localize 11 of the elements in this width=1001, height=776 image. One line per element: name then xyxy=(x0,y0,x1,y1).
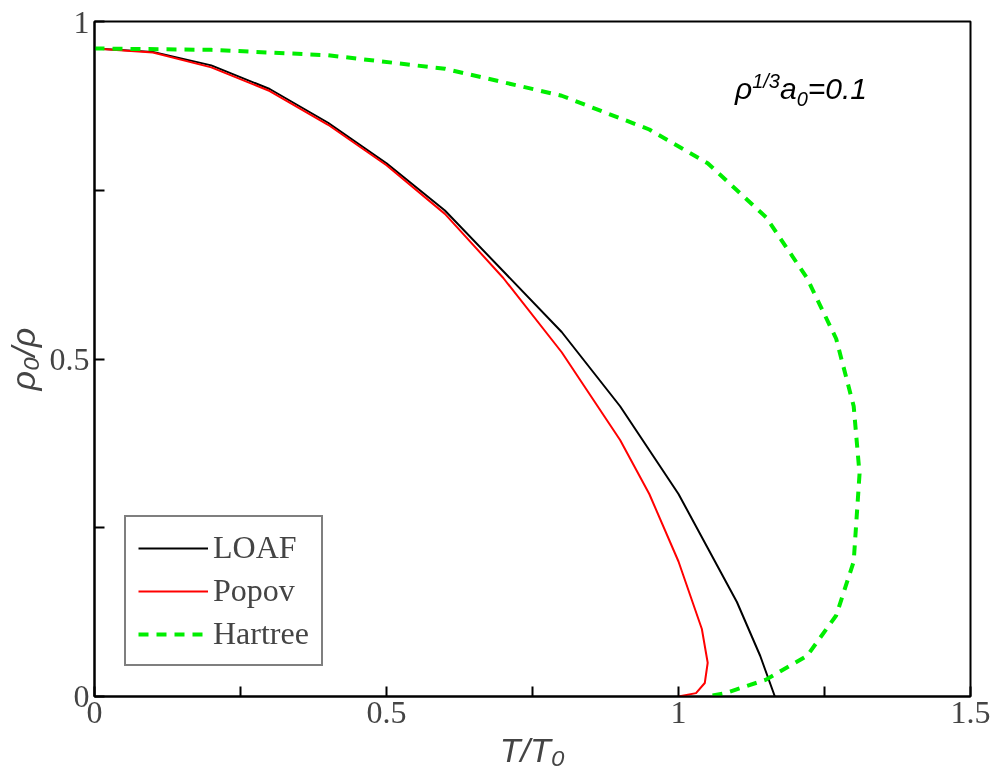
y-axis-title: ρ₀/ρ xyxy=(3,327,42,392)
y-tick-label: 0.5 xyxy=(49,340,90,377)
legend-label: Hartree xyxy=(213,615,309,652)
annotation: ρ$^{1/3}$a$_{0}$=0.1 xyxy=(735,69,868,112)
legend-label: Popov xyxy=(213,572,295,609)
x-tick-label: 0.5 xyxy=(366,693,407,730)
y-tick-label: 1 xyxy=(73,3,90,40)
x-tick-label: 1 xyxy=(670,693,687,730)
legend-label: LOAF xyxy=(213,529,297,566)
x-axis-title: T/T₀ xyxy=(499,730,566,769)
x-tick-label: 1.5 xyxy=(950,693,991,730)
